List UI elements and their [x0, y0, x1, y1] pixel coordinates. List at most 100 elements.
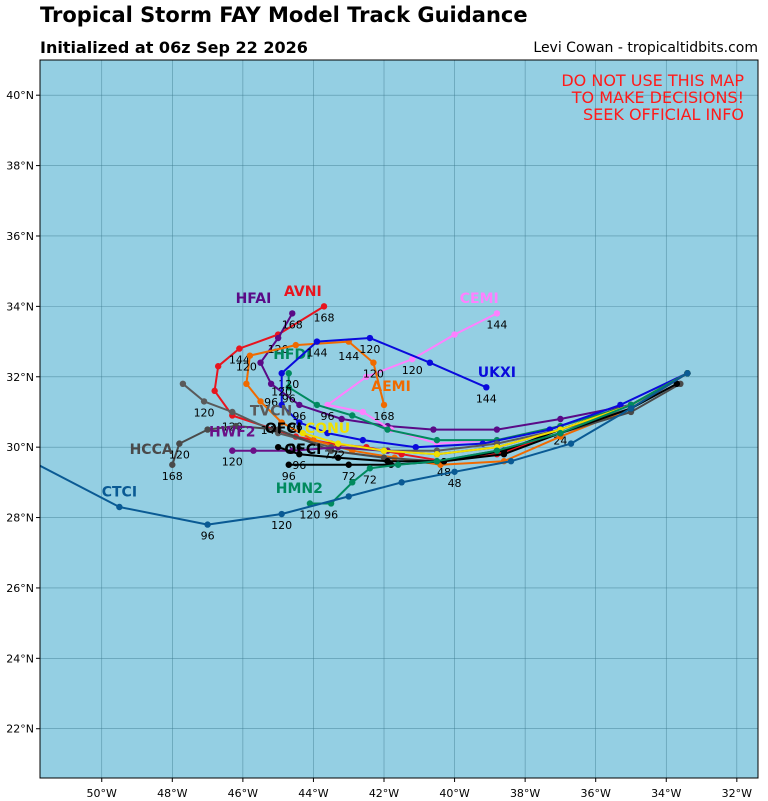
model-name-label: CONU: [305, 421, 350, 437]
lon-tick-label: 34°W: [651, 787, 681, 800]
lat-tick-label: 26°N: [6, 582, 34, 595]
track-point: [176, 440, 183, 447]
track-point: [278, 419, 285, 426]
track-point: [359, 408, 367, 416]
forecast-hour-label: 120: [278, 378, 299, 391]
lat-tick-label: 34°N: [6, 300, 34, 313]
track-point: [289, 310, 296, 317]
track-point: [557, 415, 564, 423]
disclaimer-line-3: SEEK OFFICIAL INFO: [583, 105, 744, 124]
lon-tick-label: 42°W: [369, 787, 399, 800]
track-point: [229, 408, 236, 416]
disclaimer-line-1: DO NOT USE THIS MAP: [561, 71, 744, 90]
track-point: [229, 447, 236, 454]
track-point: [483, 384, 490, 391]
track-point: [296, 419, 303, 426]
lon-tick-label: 36°W: [581, 787, 611, 800]
track-point: [324, 401, 331, 409]
init-time: Initialized at 06z Sep 22 2026: [40, 38, 308, 57]
track-point: [250, 447, 257, 454]
track-point: [412, 443, 419, 451]
track-point: [179, 380, 187, 388]
model-name-label: HFAI: [236, 291, 272, 307]
track-point: [334, 454, 342, 461]
forecast-hour-label: 120: [402, 364, 423, 377]
track-line: [259, 312, 688, 431]
grid-lines: [40, 60, 758, 778]
forecast-hour-label: 144: [229, 354, 250, 367]
ocean-background: [40, 60, 758, 778]
track-point: [257, 359, 264, 366]
track-point: [507, 458, 515, 465]
track-point: [313, 338, 321, 345]
disclaimer: DO NOT USE THIS MAP TO MAKE DECISIONS! S…: [561, 72, 744, 123]
forecast-hour-label: 72: [363, 473, 377, 486]
track-point: [493, 426, 501, 433]
track-point: [617, 401, 624, 409]
model-name-label: HFDI: [273, 347, 311, 363]
model-name-label: OFCI: [284, 442, 321, 458]
forecast-hour-label: 48: [448, 477, 462, 490]
lat-tick-label: 40°N: [6, 89, 34, 102]
forecast-hour-label: 96: [201, 530, 215, 543]
track-point: [116, 503, 123, 511]
track-point: [673, 380, 681, 388]
forecast-hour-label: 120: [194, 406, 215, 419]
lon-tick-label: 32°W: [722, 787, 752, 800]
forecast-hour-label: 96: [321, 410, 335, 423]
lat-tick-label: 30°N: [6, 441, 34, 454]
track-point: [338, 415, 345, 423]
track-line: [245, 340, 688, 466]
track-point: [278, 370, 285, 377]
forecast-hour-label: 120: [169, 449, 190, 462]
track-point: [345, 493, 352, 500]
track-point: [236, 345, 243, 352]
forecast-hour-label: 120: [299, 508, 320, 521]
forecast-hour-label: 120: [363, 368, 384, 381]
track-point: [380, 447, 388, 454]
credit: Levi Cowan - tropicaltidbits.com: [533, 40, 758, 56]
forecast-hour-label: 144: [476, 392, 497, 405]
track-point: [320, 303, 328, 310]
track-conu: 72 CONU: [299, 370, 691, 462]
track-point: [285, 384, 292, 391]
track-point: [433, 436, 441, 444]
track-point: [359, 436, 367, 444]
track-point: [292, 341, 299, 349]
track-line: [288, 382, 678, 466]
forecast-hour-label: 120: [236, 361, 257, 374]
axis-labels: 50°W 48°W 46°W 44°W 42°W 40°W 38°W 36°W 34°W 32°W…: [6, 89, 752, 800]
lon-tick-label: 48°W: [157, 787, 187, 800]
forecast-hour-label: 120: [271, 519, 292, 532]
track-point: [327, 447, 335, 454]
forecast-hour-label: 168: [314, 311, 335, 324]
map-frame: [39, 59, 759, 779]
forecast-hour-label: 120: [222, 456, 243, 469]
model-name-label: AEMI: [371, 379, 411, 395]
track-line: [309, 372, 688, 505]
track-point: [380, 401, 388, 409]
track-point: [246, 352, 254, 359]
track-point: [684, 370, 691, 377]
forecast-hour-label: 96: [282, 392, 296, 405]
track-point: [200, 398, 208, 405]
track-point: [232, 422, 240, 430]
track-point: [257, 398, 264, 405]
track-point: [299, 429, 307, 437]
track-point: [398, 479, 405, 486]
track-point: [274, 443, 282, 451]
track-point: [306, 500, 314, 507]
model-name-label: TVCN: [250, 403, 292, 419]
track-point: [296, 450, 303, 458]
forecast-hour-label: 168: [282, 318, 303, 331]
track-point: [433, 458, 441, 465]
lat-tick-label: 36°N: [6, 230, 34, 243]
lat-tick-label: 38°N: [6, 160, 34, 173]
track-point: [211, 387, 218, 395]
track-point: [349, 412, 356, 419]
forecast-hour-label: 48: [437, 466, 451, 479]
track-point: [324, 429, 331, 437]
track-point: [567, 440, 575, 447]
